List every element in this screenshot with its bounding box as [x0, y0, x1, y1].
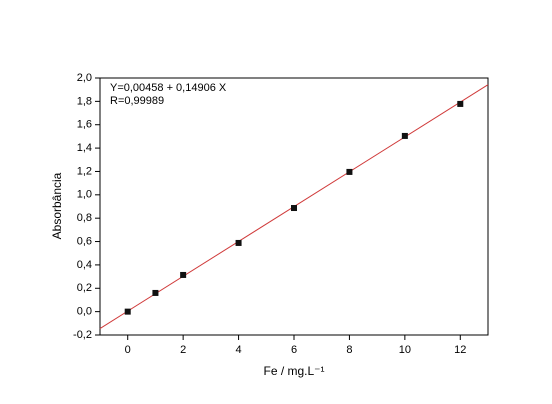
data-point: [152, 289, 159, 296]
data-point: [346, 168, 353, 175]
y-tick-label: 1,0: [77, 189, 92, 201]
fit-r: R=0,99989: [110, 95, 164, 107]
y-tick-label: 1,8: [77, 95, 92, 107]
x-tick-label: 0: [125, 344, 131, 356]
y-tick-label: 0,6: [77, 235, 92, 247]
y-tick-label: 1,6: [77, 119, 92, 131]
x-tick-label: 2: [180, 344, 186, 356]
data-point: [457, 100, 464, 107]
x-tick-label: 10: [399, 344, 411, 356]
fit-equation: Y=0,00458 + 0,14906 X: [110, 82, 227, 94]
x-tick-label: 6: [291, 344, 297, 356]
y-tick-label: 0,0: [77, 306, 92, 318]
y-tick-label: -0,2: [73, 329, 92, 341]
data-point: [180, 271, 187, 278]
x-axis-label: Fe / mg.L⁻¹: [263, 364, 324, 378]
data-point: [235, 239, 242, 246]
y-tick-label: 0,4: [77, 259, 92, 271]
y-tick-label: 0,8: [77, 212, 92, 224]
y-axis-label: Absorbância: [50, 172, 64, 239]
data-point: [401, 132, 408, 139]
y-tick-label: 0,2: [77, 282, 92, 294]
data-point: [124, 308, 131, 315]
x-tick-label: 12: [454, 344, 466, 356]
x-tick-label: 8: [346, 344, 352, 356]
data-point: [291, 205, 297, 212]
y-tick-label: 2,0: [77, 72, 92, 84]
y-tick-label: 1,2: [77, 165, 92, 177]
y-tick-label: 1,4: [77, 142, 92, 154]
x-tick-label: 4: [236, 344, 242, 356]
